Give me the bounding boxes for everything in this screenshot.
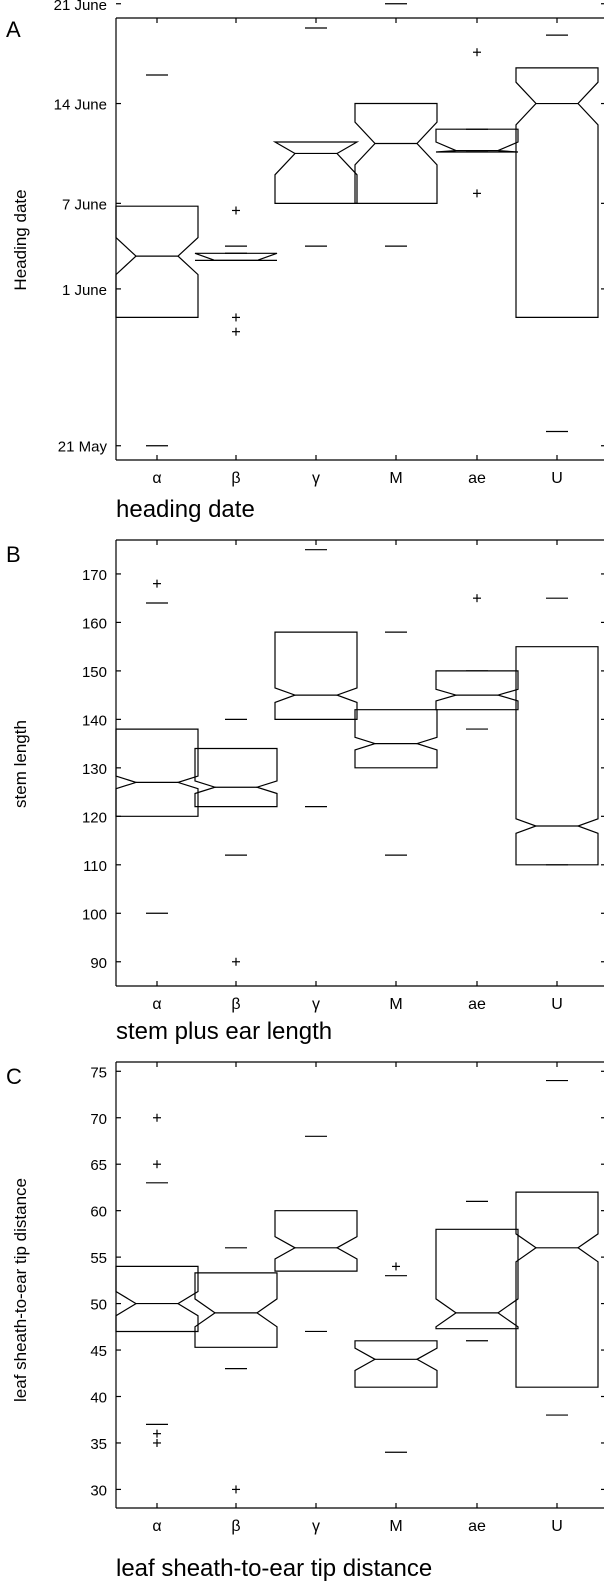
y-tick-label: 65 <box>90 1157 107 1174</box>
panel-c: C leaf sheath-to-ear tip distance leaf s… <box>6 1061 604 1582</box>
y-tick-label: 30 <box>90 1482 107 1499</box>
y-tick-label: 1 June <box>62 282 107 299</box>
y-tick-label: 14 June <box>54 97 107 114</box>
x-tick-label: α <box>152 1518 161 1535</box>
x-tick-label: M <box>389 996 402 1013</box>
panel-a-letter: A <box>6 17 21 42</box>
box-α <box>115 728 199 817</box>
x-tick-label: M <box>389 470 402 487</box>
box-U <box>515 67 599 318</box>
x-tick-label: γ <box>312 996 320 1013</box>
box-M <box>354 102 438 204</box>
x-tick-label: γ <box>312 1518 320 1535</box>
box-β <box>194 747 278 808</box>
panel-a: A heading date Heading date 21 May 1 June… <box>6 0 604 523</box>
panel-a-ylabel: Heading date <box>11 189 30 290</box>
y-tick-label: 90 <box>90 955 107 972</box>
x-tick-label: ae <box>468 996 486 1013</box>
x-tick-label: ae <box>468 470 486 487</box>
y-tick-label: 150 <box>82 664 107 681</box>
panel-c-ylabel: leaf sheath-to-ear tip distance <box>11 1178 30 1402</box>
x-tick-label: U <box>551 470 563 487</box>
panel-c-letter: C <box>6 1064 22 1089</box>
x-tick-label: α <box>152 996 161 1013</box>
x-tick-label: ae <box>468 1518 486 1535</box>
box-ae <box>435 1228 519 1330</box>
y-tick-label: 7 June <box>62 196 107 213</box>
x-tick-label: U <box>551 1518 563 1535</box>
y-tick-label: 35 <box>90 1436 107 1453</box>
y-tick-label: 160 <box>82 615 107 632</box>
y-tick-label: 130 <box>82 761 107 778</box>
box-β <box>194 1272 278 1348</box>
y-tick-label: 140 <box>82 712 107 729</box>
y-tick-label: 21 May <box>58 439 108 456</box>
panel-a-subtitle: heading date <box>116 496 255 523</box>
x-tick-label: M <box>389 1518 402 1535</box>
panel-c-subtitle: leaf sheath-to-ear tip distance <box>116 1555 432 1582</box>
panel-b-ylabel: stem length <box>11 720 30 808</box>
box-γ <box>274 631 358 721</box>
box-M <box>354 709 438 769</box>
y-tick-label: 21 June <box>54 0 107 14</box>
y-tick-label: 45 <box>90 1343 107 1360</box>
y-tick-label: 70 <box>90 1111 107 1128</box>
y-tick-label: 75 <box>90 1064 107 1081</box>
y-tick-label: 55 <box>90 1250 107 1267</box>
box-U <box>515 646 599 866</box>
box-γ <box>272 141 360 204</box>
box-ae <box>435 128 519 153</box>
x-tick-label: β <box>231 996 240 1013</box>
y-tick-label: 60 <box>90 1204 107 1221</box>
box-γ <box>274 1210 358 1272</box>
box-U <box>515 1191 599 1388</box>
y-tick-label: 40 <box>90 1390 107 1407</box>
box-ae <box>435 670 519 711</box>
box-β <box>194 252 278 261</box>
x-tick-label: β <box>231 1518 240 1535</box>
box-M <box>354 1340 438 1388</box>
x-tick-label: β <box>231 470 240 487</box>
x-tick-label: U <box>551 996 563 1013</box>
x-tick-label: γ <box>312 470 320 487</box>
y-tick-label: 100 <box>82 906 107 923</box>
y-tick-label: 170 <box>82 567 107 584</box>
x-tick-label: α <box>152 470 161 487</box>
box-α <box>115 1265 199 1333</box>
box-α <box>115 205 199 318</box>
y-tick-label: 50 <box>90 1297 107 1314</box>
panel-b-letter: B <box>6 542 21 567</box>
y-tick-label: 120 <box>82 809 107 826</box>
panel-b: B stem plus ear length stem length 90 100… <box>6 539 604 1045</box>
y-tick-label: 110 <box>83 858 107 875</box>
panel-b-subtitle: stem plus ear length <box>116 1018 332 1045</box>
